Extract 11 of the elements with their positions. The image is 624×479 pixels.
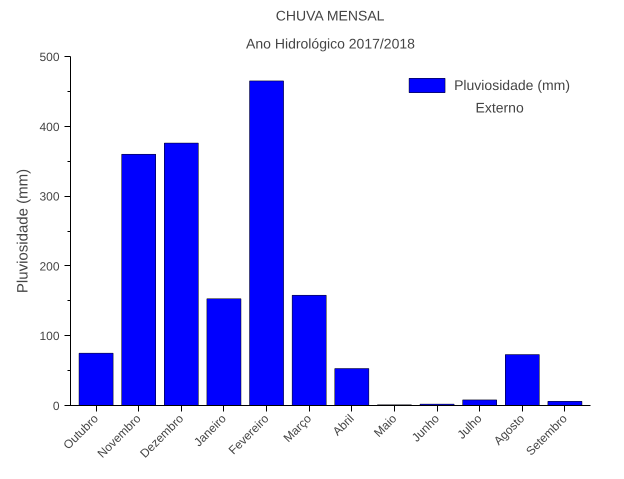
y-tick-label: 100 bbox=[39, 329, 60, 344]
chart-title: CHUVA MENSAL bbox=[276, 8, 385, 24]
annotation: Externo bbox=[476, 100, 524, 116]
chart-subtitle: Ano Hidrológico 2017/2018 bbox=[246, 36, 416, 52]
y-tick-label: 400 bbox=[39, 120, 60, 134]
y-tick-label: 0 bbox=[52, 399, 60, 413]
y-tick-label: 300 bbox=[39, 190, 60, 204]
y-axis-title: Pluviosidade (mm) bbox=[14, 168, 32, 294]
y-tick-label: 200 bbox=[39, 259, 60, 274]
y-tick-label: 500 bbox=[39, 50, 60, 64]
legend-label: Pluviosidade (mm) bbox=[454, 77, 570, 93]
